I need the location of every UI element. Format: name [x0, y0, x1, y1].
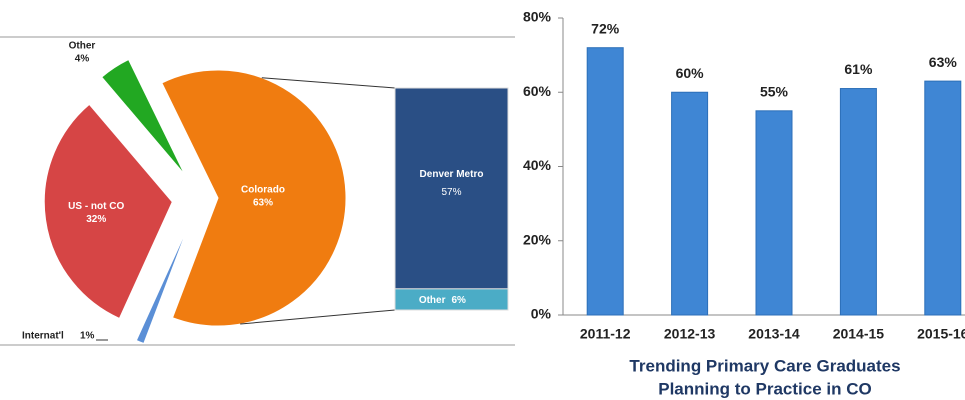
- slice-label: Colorado: [241, 185, 285, 196]
- slice-label: US - not CO: [68, 201, 124, 212]
- y-tick-label: 80%: [523, 9, 552, 25]
- bar: [671, 91, 709, 316]
- bar: [755, 110, 793, 316]
- x-tick-label: 2012-13: [664, 326, 716, 342]
- value-label: 63%: [929, 54, 958, 70]
- slice-value-label: 63%: [253, 198, 273, 209]
- y-tick-label: 60%: [523, 83, 552, 99]
- x-tick-label: 2015-16: [917, 326, 965, 342]
- bar-segment: [394, 288, 509, 311]
- segment-label: Denver Metro: [420, 169, 484, 180]
- y-tick-label: 40%: [523, 157, 552, 173]
- slice-label: Internat'l: [22, 331, 64, 342]
- slice-value-label: 32%: [86, 214, 106, 225]
- value-label: 61%: [844, 61, 873, 77]
- y-tick-label: 20%: [523, 231, 552, 247]
- segment-value-label: 6%: [452, 295, 467, 306]
- pie-slice: [43, 103, 173, 320]
- x-tick-label: 2011-12: [580, 326, 631, 342]
- connector-line: [240, 309, 396, 325]
- chart-title: Planning to Practice in CO: [658, 379, 871, 398]
- y-tick-label: 0%: [531, 306, 552, 322]
- bar: [839, 88, 877, 316]
- value-label: 55%: [760, 84, 789, 100]
- pie-slice: [135, 223, 190, 345]
- slice-value-label: 1%: [80, 331, 95, 342]
- pie-slice: [101, 58, 186, 175]
- bar-segment: [394, 87, 509, 290]
- bar: [586, 47, 624, 316]
- x-tick-label: 2014-15: [833, 326, 885, 342]
- x-tick-label: 2013-14: [748, 326, 800, 342]
- bar: [924, 80, 962, 316]
- segment-value-label: 57%: [441, 187, 461, 198]
- connector-line: [261, 77, 396, 89]
- slice-label: Other: [69, 41, 96, 52]
- slice-value-label: 4%: [75, 54, 90, 65]
- value-label: 72%: [591, 20, 620, 36]
- chart-title: Trending Primary Care Graduates: [629, 356, 900, 375]
- value-label: 60%: [676, 65, 705, 81]
- segment-label: Other: [419, 295, 446, 306]
